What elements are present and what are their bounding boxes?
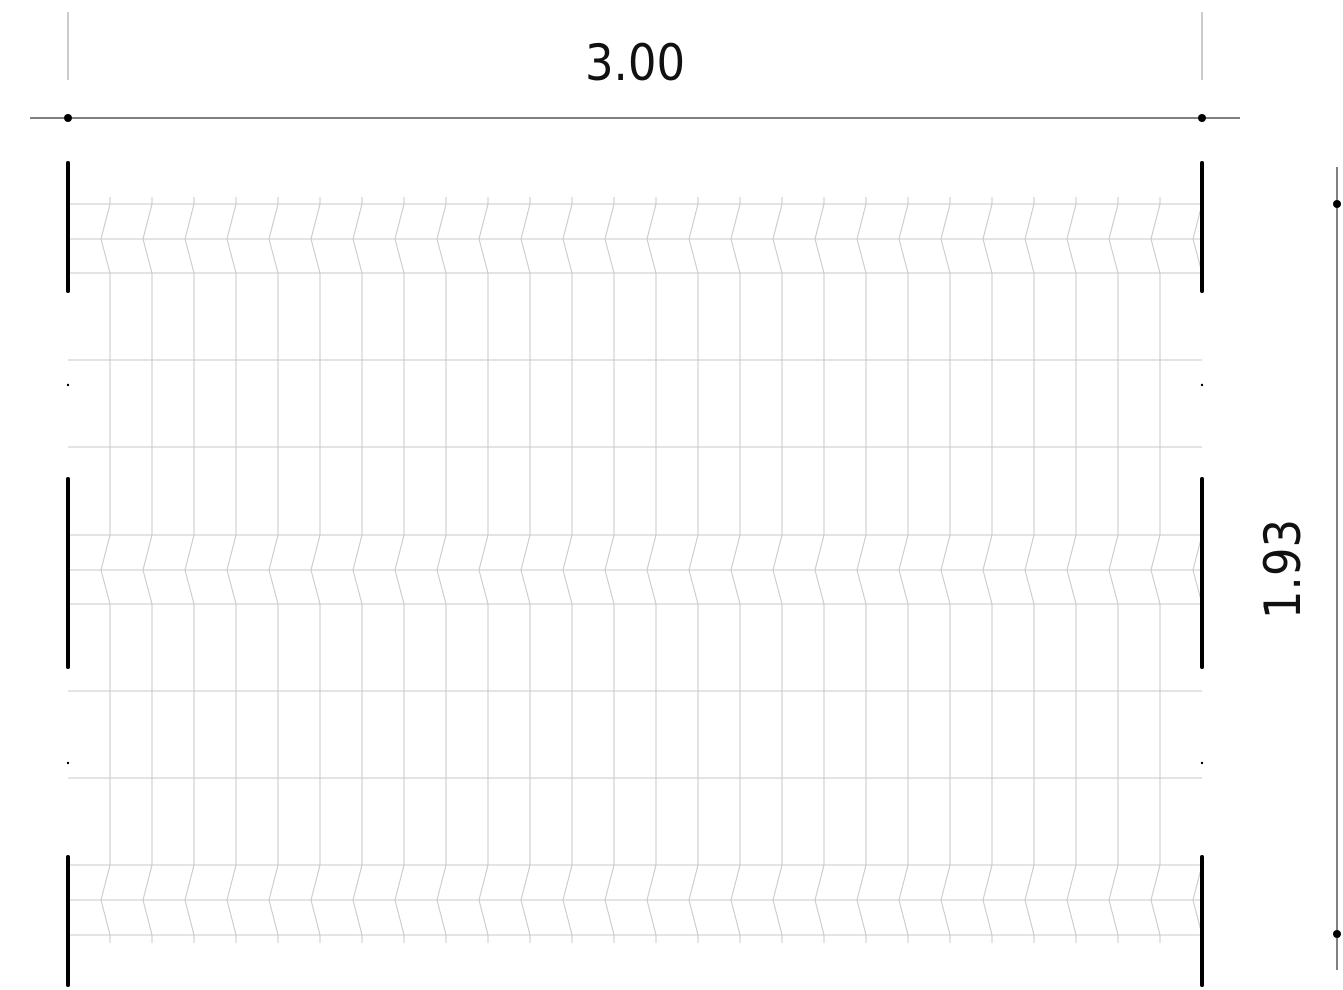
vertical-wire bbox=[478, 197, 489, 943]
vertical-wire bbox=[1024, 197, 1035, 943]
vertical-wire bbox=[604, 197, 615, 943]
vertical-wire bbox=[310, 197, 321, 943]
edge-bend bbox=[1192, 864, 1203, 936]
vertical-wire bbox=[1066, 197, 1077, 943]
edge-point-marks bbox=[66, 383, 1204, 765]
point-mark bbox=[1200, 761, 1204, 765]
post-group bbox=[66, 161, 1204, 987]
width-dimension-tick-right bbox=[1198, 114, 1206, 122]
width-dimension-tick-left bbox=[64, 114, 72, 122]
vertical-wire bbox=[856, 197, 867, 943]
vertical-wire bbox=[226, 197, 237, 943]
height-dimension-tick-top bbox=[1333, 200, 1341, 208]
vertical-wire bbox=[268, 197, 279, 943]
vertical-wire bbox=[1150, 197, 1161, 943]
vertical-wire bbox=[352, 197, 363, 943]
vertical-wire bbox=[940, 197, 951, 943]
point-mark bbox=[66, 383, 70, 387]
vertical-wire bbox=[814, 197, 825, 943]
height-dimension: 1.93 bbox=[1254, 167, 1341, 970]
vertical-wire bbox=[184, 197, 195, 943]
edge-bend bbox=[1192, 534, 1203, 605]
vertical-wire bbox=[772, 197, 783, 943]
vertical-wire bbox=[394, 197, 405, 943]
point-mark bbox=[66, 761, 70, 765]
height-dimension-label: 1.93 bbox=[1254, 519, 1312, 619]
width-dimension: 3.00 bbox=[30, 12, 1240, 122]
vertical-wire bbox=[100, 197, 111, 943]
vertical-wire bbox=[436, 197, 447, 943]
vertical-wire bbox=[562, 197, 573, 943]
point-mark bbox=[1200, 383, 1204, 387]
vertical-wire bbox=[982, 197, 993, 943]
vertical-wire bbox=[688, 197, 699, 943]
mesh-panel bbox=[68, 197, 1203, 943]
vertical-wire bbox=[898, 197, 909, 943]
vertical-wire bbox=[1108, 197, 1119, 943]
edge-bend bbox=[1192, 203, 1203, 274]
vertical-wire bbox=[730, 197, 741, 943]
width-dimension-label: 3.00 bbox=[585, 34, 685, 92]
height-dimension-tick-bottom bbox=[1333, 930, 1341, 938]
vertical-wire bbox=[142, 197, 153, 943]
vertical-wire bbox=[646, 197, 657, 943]
vertical-wire bbox=[520, 197, 531, 943]
